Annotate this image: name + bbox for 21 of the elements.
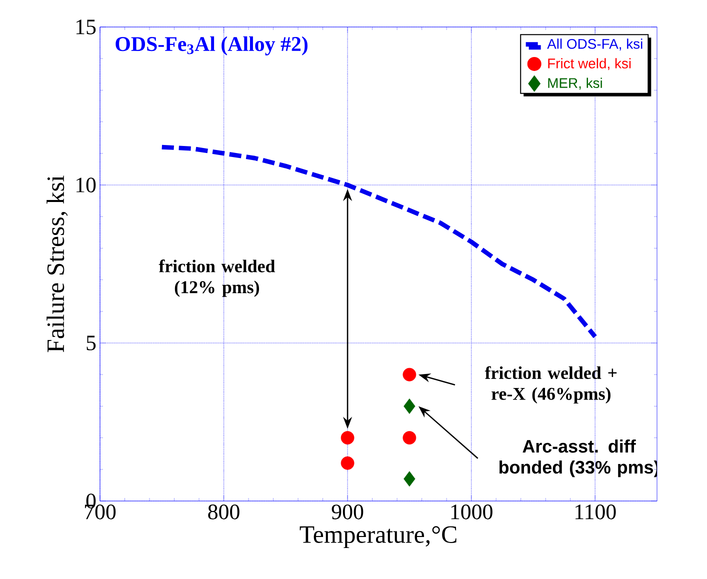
annotation: friction welded + re-X (46%pms) bbox=[484, 366, 617, 404]
x-tick-label: 1000 bbox=[451, 504, 492, 520]
x-tick-label: 1100 bbox=[576, 504, 616, 520]
y-axis-title: Failure Stress, ksi bbox=[46, 176, 68, 352]
x-tick-label: 900 bbox=[332, 504, 364, 520]
legend-label: All ODS-FA, ksi bbox=[547, 38, 642, 50]
point bbox=[404, 471, 416, 487]
legend-label: Frict weld, ksi bbox=[548, 58, 631, 70]
point bbox=[340, 456, 354, 470]
point bbox=[404, 398, 416, 414]
y-tick-label: 10 bbox=[76, 178, 96, 192]
chart-title: ODS-Fe$_{3}$Al (Alloy #2) bbox=[116, 36, 308, 56]
point bbox=[402, 431, 416, 444]
legend-label: MER, ksi bbox=[548, 78, 602, 90]
annotation: friction welded (12% pms) bbox=[158, 260, 276, 297]
y-tick-label: 5 bbox=[86, 336, 96, 350]
point bbox=[402, 368, 416, 382]
x-axis-title: Temperature,°C bbox=[300, 526, 456, 548]
y-tick-label: 15 bbox=[76, 20, 96, 34]
x-tick-label: 800 bbox=[208, 504, 240, 520]
point bbox=[340, 431, 354, 444]
